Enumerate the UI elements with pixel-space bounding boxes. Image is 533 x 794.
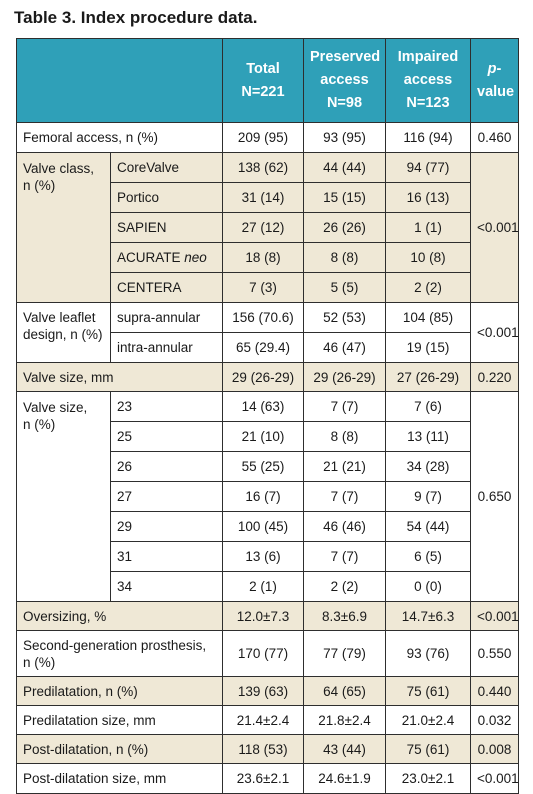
leaflet-label: Valve leaflet design, n (%)	[16, 302, 111, 363]
table-row: 26 55 (25) 21 (21) 34 (28)	[17, 451, 519, 482]
header-pvalue: p-value	[470, 38, 519, 123]
header-impaired: Impaired access N=123	[385, 38, 471, 123]
valve-size-label: Valve size, n (%)	[16, 391, 111, 602]
table-row: Valve class, n (%) CoreValve 138 (62) 44 …	[16, 152, 519, 303]
header-total: Total N=221	[222, 38, 304, 123]
table-row: Valve leaflet design, n (%) supra-annular…	[16, 302, 519, 363]
table-row: Second-generation prosthesis, n (%) 170 (…	[16, 630, 519, 677]
table-row: Predilatation size, mm 21.4±2.4 21.8±2.4…	[16, 705, 519, 735]
header-preserved: Preserved access N=98	[303, 38, 386, 123]
table-row: Femoral access, n (%) 209 (95) 93 (95) 1…	[16, 122, 519, 153]
table-row: 27 16 (7) 7 (7) 9 (7)	[17, 481, 519, 512]
table-row: Portico 31 (14) 15 (15) 16 (13)	[17, 182, 519, 213]
valve-class-label: Valve class, n (%)	[16, 152, 111, 303]
table-row: Post-dilatation size, mm 23.6±2.1 24.6±1…	[16, 763, 519, 794]
table-row: Predilatation, n (%) 139 (63) 64 (65) 75…	[16, 676, 519, 706]
table-row: 31 13 (6) 7 (7) 6 (5)	[17, 541, 519, 572]
header-row: Total N=221 Preserved access N=98 Impaired a…	[16, 38, 519, 123]
procedure-data-table: Total N=221 Preserved access N=98 Impaired a…	[16, 38, 519, 794]
table-row: SAPIEN 27 (12) 26 (26) 1 (1)	[17, 212, 519, 243]
header-blank	[16, 38, 223, 123]
table-row: Valve size, n (%) 23 14 (63) 7 (7) 7 (6) …	[16, 391, 519, 602]
table-row: CENTERA 7 (3) 5 (5) 2 (2)	[17, 272, 519, 303]
table-row: Valve size, mm 29 (26-29) 29 (26-29) 27 …	[16, 362, 519, 392]
table-title: Table 3. Index procedure data.	[14, 8, 258, 27]
table-row: ACURATE neo 18 (8) 8 (8) 10 (8)	[17, 242, 519, 273]
table-row: 25 21 (10) 8 (8) 13 (11)	[17, 421, 519, 452]
table-row: intra-annular 65 (29.4) 46 (47) 19 (15)	[17, 332, 519, 363]
table-row: Post-dilatation, n (%) 118 (53) 43 (44) …	[16, 734, 519, 764]
table-row: Oversizing, % 12.0±7.3 8.3±6.9 14.7±6.3 …	[16, 601, 519, 631]
table-row: 29 100 (45) 46 (46) 54 (44)	[17, 511, 519, 542]
